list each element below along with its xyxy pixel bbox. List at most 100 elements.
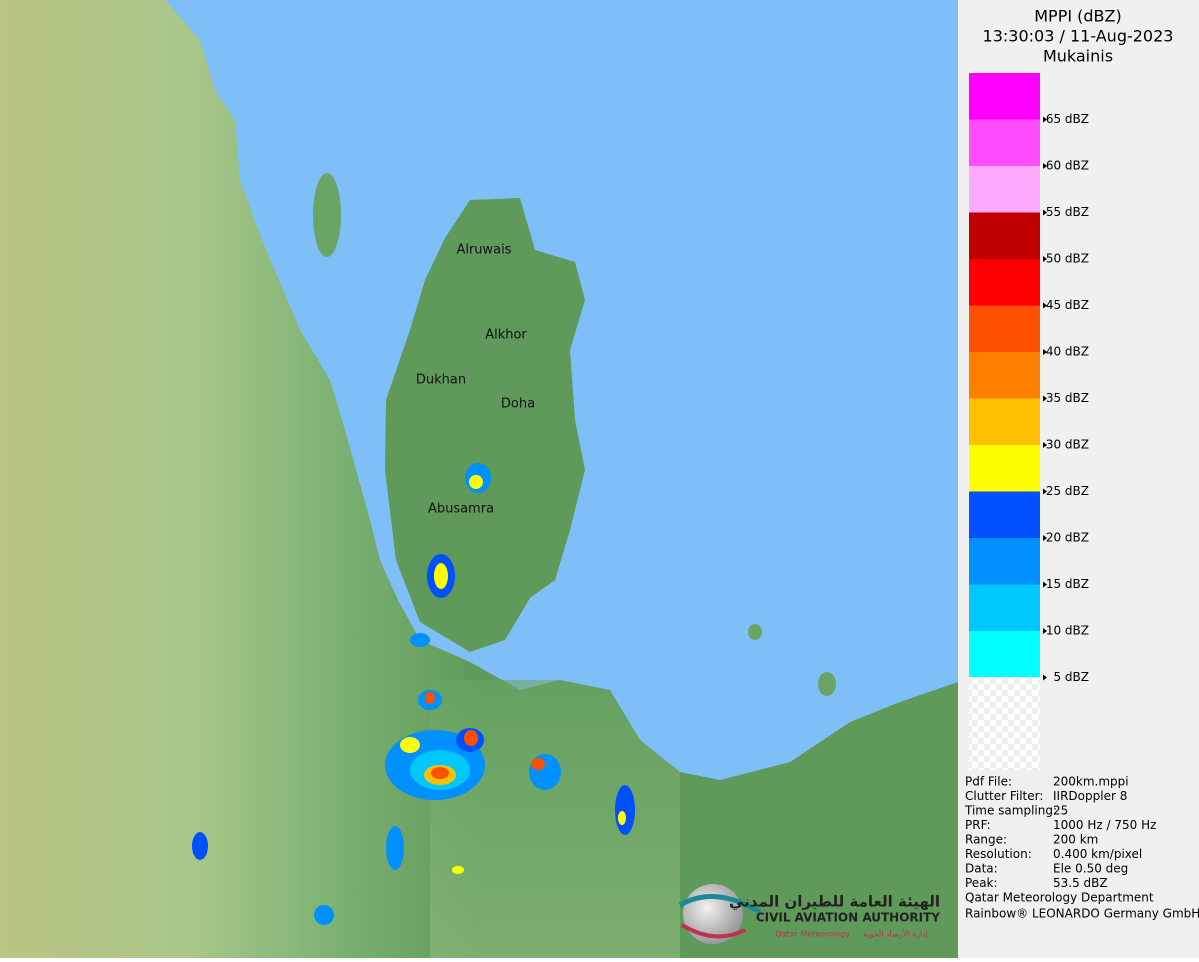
panel-time: 13:30:03 / 11-Aug-2023 xyxy=(983,27,1174,46)
bahrain xyxy=(313,173,341,257)
legend-swatch xyxy=(969,584,1040,632)
place-label: Alkhor xyxy=(485,328,527,343)
panel-site: Mukainis xyxy=(1043,47,1113,66)
map-labels: Alruwais Alkhor Dukhan Doha Abusamra xyxy=(416,243,535,517)
echo xyxy=(386,826,404,870)
legend-tick xyxy=(1043,628,1047,634)
echo xyxy=(464,730,478,746)
place-label: Abusamra xyxy=(428,502,494,517)
info-key: Resolution: xyxy=(965,847,1032,861)
radar-echoes xyxy=(192,463,635,925)
legend-swatch xyxy=(969,398,1040,446)
info-key: Peak: xyxy=(965,876,998,890)
info-value: Ele 0.50 deg xyxy=(1053,862,1128,876)
echo xyxy=(192,832,208,860)
echo xyxy=(615,785,635,835)
logo: الهيئة العامة للطيران المدني CIVIL AVIAT… xyxy=(678,884,940,944)
legend-swatch xyxy=(969,352,1040,399)
logo-sub-en: Qatar Meteorology xyxy=(775,930,850,939)
qatar xyxy=(385,198,585,652)
legend-label: 25 dBZ xyxy=(1046,484,1089,498)
echo xyxy=(618,811,626,825)
legend-label: 40 dBZ xyxy=(1046,345,1089,359)
legend-nodata xyxy=(969,677,1040,770)
legend-tick xyxy=(1043,209,1047,216)
echo xyxy=(452,866,464,874)
panel-title: MPPI (dBZ) xyxy=(1034,7,1121,26)
legend-tick xyxy=(1043,256,1047,262)
legend-swatch xyxy=(969,166,1040,213)
echo xyxy=(410,633,430,647)
place-label: Dukhan xyxy=(416,373,466,388)
echo xyxy=(314,905,334,925)
echo xyxy=(400,737,420,753)
legend-swatch xyxy=(969,73,1040,120)
info-key: Pdf File: xyxy=(965,775,1012,789)
legend-label: 10 dBZ xyxy=(1046,624,1089,638)
info-value: 1000 Hz / 750 Hz xyxy=(1053,818,1156,832)
legend-tick xyxy=(1043,116,1047,123)
legend-tick xyxy=(1043,302,1047,309)
island xyxy=(818,672,836,696)
mainland xyxy=(0,0,958,958)
credit: Qatar Meteorology Department xyxy=(965,891,1154,905)
legend-label: 45 dBZ xyxy=(1046,298,1089,312)
legend-swatch xyxy=(969,631,1040,678)
legend-label: 5 dBZ xyxy=(1053,670,1089,684)
info: Pdf File: 200km.mppi Clutter Filter: IIRDop… xyxy=(964,775,1199,921)
legend-label: 50 dBZ xyxy=(1046,252,1089,266)
echo xyxy=(434,563,448,589)
southern-land xyxy=(430,680,680,958)
legend-swatch xyxy=(969,491,1040,539)
legend-tick xyxy=(1043,163,1047,169)
legend-label: 35 dBZ xyxy=(1046,391,1089,405)
echo xyxy=(425,692,435,704)
info-key: Clutter Filter: xyxy=(965,789,1043,803)
info-key: Data: xyxy=(965,862,998,876)
legend-tick xyxy=(1043,349,1047,355)
legend-tick xyxy=(1043,488,1047,495)
credit: Rainbow® LEONARDO Germany GmbH xyxy=(965,907,1199,921)
info-value: 25 xyxy=(1053,804,1068,818)
info-key: Range: xyxy=(965,833,1007,847)
info-value: 0.400 km/pixel xyxy=(1053,847,1142,861)
side-panel: MPPI (dBZ) 13:30:03 / 11-Aug-2023 Mukain… xyxy=(958,0,1199,958)
legend-swatch xyxy=(969,259,1040,306)
legend-label: 60 dBZ xyxy=(1046,159,1089,173)
echo xyxy=(469,475,483,489)
legend-label: 65 dBZ xyxy=(1046,112,1089,126)
legend-label: 30 dBZ xyxy=(1046,438,1089,452)
logo-arabic: الهيئة العامة للطيران المدني xyxy=(729,893,940,911)
legend-tick xyxy=(1043,535,1047,541)
legend-tick xyxy=(1043,674,1047,681)
legend-label: 55 dBZ xyxy=(1046,205,1089,219)
info-key: Time sampling: xyxy=(964,804,1057,818)
legend-tick xyxy=(1043,581,1047,588)
legend-swatch xyxy=(969,212,1040,260)
info-value: 53.5 dBZ xyxy=(1053,876,1108,890)
place-label: Doha xyxy=(501,397,535,412)
legend-tick xyxy=(1043,395,1047,402)
legend-swatch xyxy=(969,445,1040,492)
legend-label: 20 dBZ xyxy=(1046,531,1089,545)
legend: 65 dBZ 60 dBZ 55 dBZ 50 dBZ 45 dBZ 40 dBZ 35 d… xyxy=(969,73,1089,684)
info-value: 200 km xyxy=(1053,833,1098,847)
logo-swoosh xyxy=(678,894,762,915)
logo-swoosh xyxy=(680,923,746,939)
echo xyxy=(431,767,449,779)
place-label: Alruwais xyxy=(456,243,511,258)
info-value: 200km.mppi xyxy=(1053,775,1129,789)
map: Alruwais Alkhor Dukhan Doha Abusamra الهيئة … xyxy=(0,0,958,958)
logo-sub-ar: إدارة الأرصاد الجوية xyxy=(863,929,928,940)
logo-english: CIVIL AVIATION AUTHORITY xyxy=(756,911,940,925)
legend-swatch xyxy=(969,305,1040,353)
island xyxy=(748,624,762,640)
legend-tick xyxy=(1043,442,1047,448)
legend-label: 15 dBZ xyxy=(1046,577,1089,591)
legend-swatch xyxy=(969,538,1040,585)
info-key: PRF: xyxy=(965,818,991,832)
info-value: IIRDoppler 8 xyxy=(1053,789,1127,803)
legend-swatch xyxy=(969,119,1040,167)
